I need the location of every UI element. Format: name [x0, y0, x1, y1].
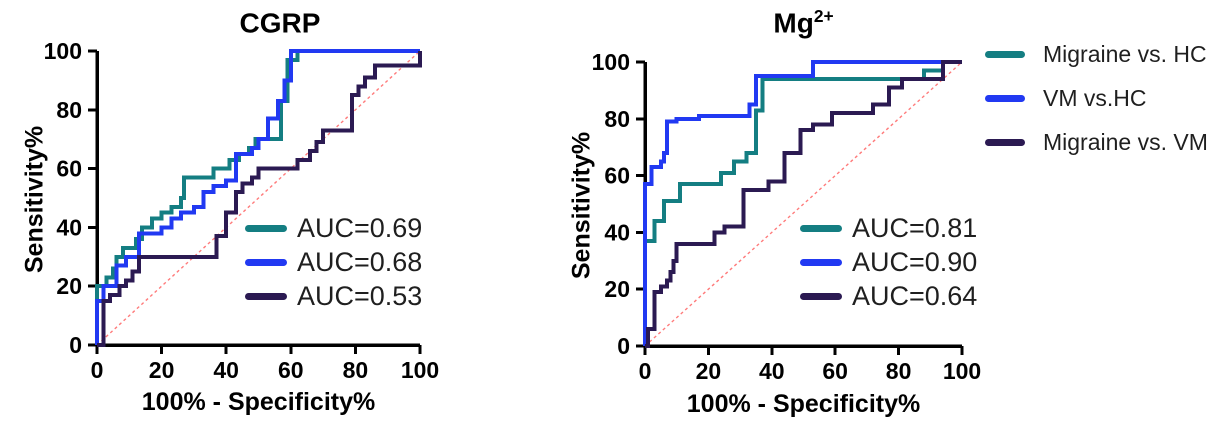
- series-legend-item-migraine-vs-vm: Migraine vs. VM: [985, 120, 1208, 164]
- blue-legend-line-icon: [985, 94, 1025, 102]
- cgrp-auc-value-blue: AUC=0.68: [297, 246, 423, 277]
- mg-x-tick-label: 80: [886, 358, 912, 384]
- series-legend: Migraine vs. HC VM vs.HC Migraine vs. VM: [985, 32, 1208, 164]
- cgrp-auc-legend-item-teal: AUC=0.69: [245, 211, 422, 245]
- cgrp-diagonal-reference-line: [96, 50, 421, 346]
- cgrp-auc-legend-item-blue: AUC=0.68: [245, 245, 422, 279]
- cgrp-auc-legend: AUC=0.69 AUC=0.68 AUC=0.53: [245, 211, 422, 313]
- purple-legend-line-icon: [245, 292, 287, 300]
- cgrp-x-tick-label: 80: [343, 357, 369, 383]
- mg-y-tick-label: 0: [617, 333, 630, 359]
- cgrp-auc-value-purple: AUC=0.53: [297, 280, 423, 311]
- mg-auc-legend: AUC=0.81 AUC=0.90 AUC=0.64: [800, 211, 977, 313]
- mg-y-tick-label: 80: [604, 106, 630, 132]
- cgrp-y-tick-label: 100: [44, 38, 82, 64]
- mg-title-text: Mg: [773, 7, 814, 39]
- series-legend-label: Migraine vs. VM: [1043, 128, 1208, 155]
- mg-diagonal-reference-line: [644, 61, 963, 347]
- teal-legend-line-icon: [245, 224, 287, 232]
- mg-roc-curve-purple: [645, 60, 962, 348]
- cgrp-roc-curve-blue: [95, 49, 420, 345]
- cgrp-roc-curve-purple: [97, 51, 422, 347]
- mg-y-tick-label: 20: [604, 276, 630, 302]
- cgrp-title-text: CGRP: [239, 7, 321, 39]
- mg-x-axis-label: 100% - Specificity%: [686, 390, 921, 418]
- cgrp-y-tick-label: 80: [56, 97, 82, 123]
- mg-chart-title: Mg2+: [645, 0, 962, 38]
- mg-y-axis-label: Sensitivity%: [567, 131, 596, 280]
- cgrp-auc-value-teal: AUC=0.69: [297, 212, 423, 243]
- mg-auc-value-purple: AUC=0.64: [852, 280, 978, 311]
- cgrp-auc-legend-item-purple: AUC=0.53: [245, 279, 422, 313]
- teal-legend-line-icon: [985, 50, 1025, 58]
- mg-y-tick-label: 60: [604, 163, 630, 189]
- series-legend-item-migraine-vs-hc: Migraine vs. HC: [985, 32, 1208, 76]
- cgrp-y-tick-label: 40: [56, 214, 82, 240]
- mg-y-tick-label: 100: [592, 49, 630, 75]
- blue-legend-line-icon: [245, 258, 287, 266]
- blue-legend-line-icon: [800, 258, 842, 266]
- mg-x-tick-label: 60: [822, 358, 848, 384]
- mg-roc-curve-blue: [643, 60, 962, 346]
- purple-legend-line-icon: [985, 138, 1025, 146]
- mg-x-tick-label: 0: [639, 358, 652, 384]
- series-legend-label: Migraine vs. HC: [1043, 40, 1207, 67]
- cgrp-x-tick-label: 60: [278, 357, 304, 383]
- mg-auc-legend-item-teal: AUC=0.81: [800, 211, 977, 245]
- mg-auc-legend-item-purple: AUC=0.64: [800, 279, 977, 313]
- cgrp-y-tick-label: 0: [69, 332, 82, 358]
- teal-legend-line-icon: [800, 224, 842, 232]
- purple-legend-line-icon: [800, 292, 842, 300]
- series-legend-item-vm-vs-hc: VM vs.HC: [985, 76, 1208, 120]
- series-legend-label: VM vs.HC: [1043, 84, 1147, 111]
- mg-auc-legend-item-blue: AUC=0.90: [800, 245, 977, 279]
- cgrp-y-tick-label: 60: [56, 156, 82, 182]
- cgrp-y-tick-label: 20: [56, 273, 82, 299]
- cgrp-x-axis-label: 100% - Specificity%: [141, 388, 376, 416]
- mg-auc-value-teal: AUC=0.81: [852, 212, 978, 243]
- mg-x-tick-label: 20: [696, 358, 722, 384]
- cgrp-x-tick-label: 40: [213, 357, 239, 383]
- cgrp-x-tick-label: 100: [401, 357, 439, 383]
- mg-x-tick-label: 100: [943, 358, 981, 384]
- mg-title-superscript: 2+: [813, 6, 834, 26]
- cgrp-x-tick-label: 20: [149, 357, 175, 383]
- mg-roc-curve-teal: [643, 60, 962, 346]
- cgrp-x-tick-label: 0: [91, 357, 104, 383]
- mg-y-tick-label: 40: [604, 219, 630, 245]
- mg-x-tick-label: 40: [759, 358, 785, 384]
- cgrp-y-axis-label: Sensitivity%: [20, 125, 49, 274]
- mg-auc-value-blue: AUC=0.90: [852, 246, 978, 277]
- cgrp-chart-title: CGRP: [120, 0, 440, 38]
